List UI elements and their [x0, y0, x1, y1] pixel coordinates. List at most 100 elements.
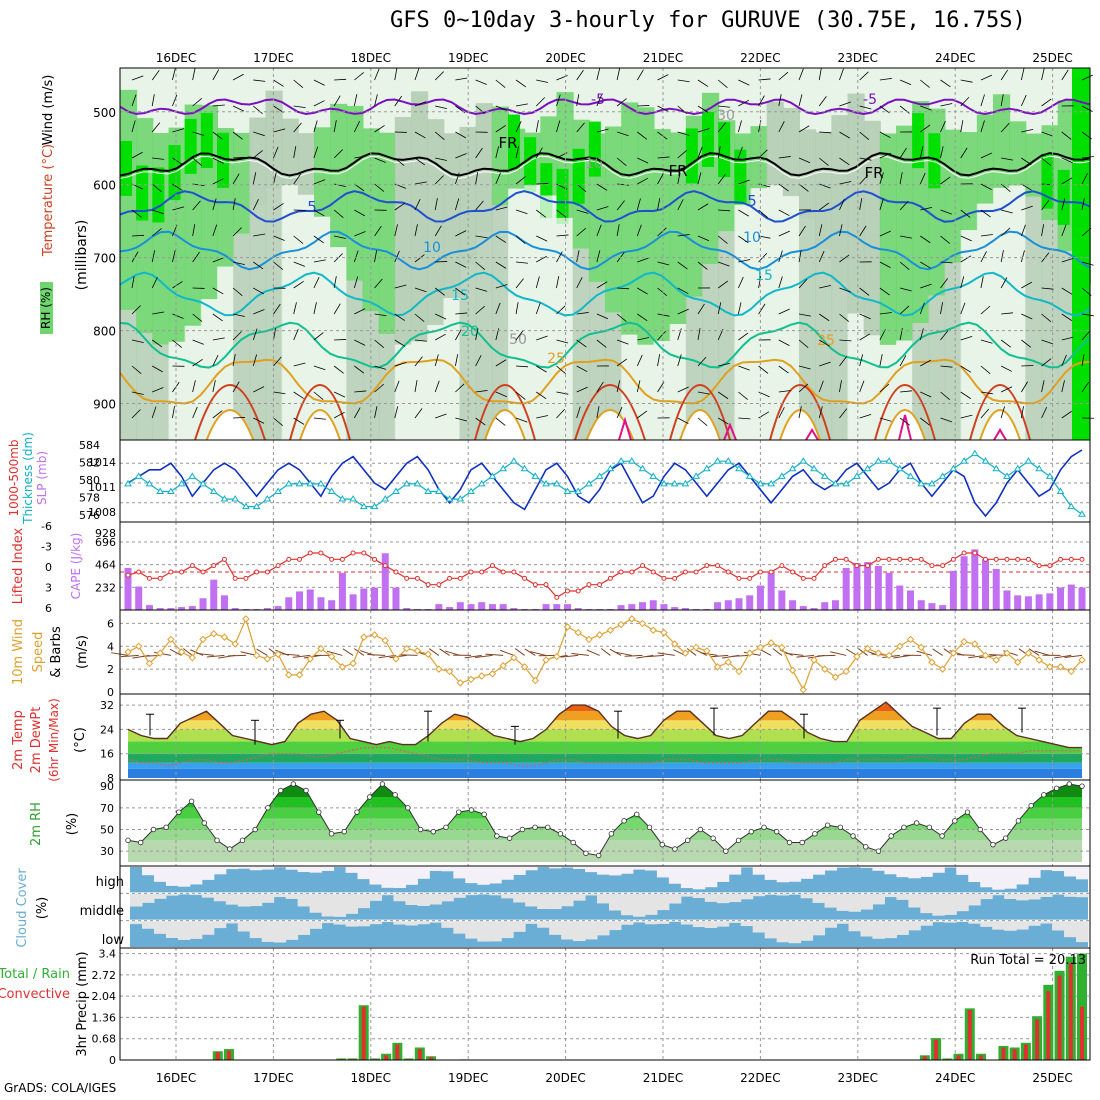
wind-barb: [293, 328, 299, 341]
rh-shade-cell: [669, 324, 687, 440]
wind-speed-point: [853, 652, 861, 661]
rh-shade-cell: [782, 107, 800, 197]
cloud-clear-cell: [201, 921, 215, 935]
isotherm-line: [119, 98, 1091, 116]
rh-point: [684, 837, 691, 844]
lifted-index-point: [661, 575, 667, 581]
cloud-clear-cell: [609, 921, 622, 931]
rh-shade-cell: [831, 115, 849, 284]
wind-barb: [839, 254, 850, 263]
cloud-clear-cell: [225, 921, 239, 924]
wind-barb: [374, 406, 378, 419]
wind-barb: [738, 276, 744, 289]
wind-barb: [1041, 200, 1050, 211]
wind-speed-point: [188, 654, 197, 662]
wind-barb-10m: [439, 648, 450, 656]
wind-speed-point: [874, 649, 883, 657]
rh-shade-cell: [637, 344, 655, 440]
wind-barb: [798, 278, 808, 289]
lifted-index-point: [993, 556, 999, 562]
wind-barb: [273, 146, 279, 159]
wind-barb: [839, 68, 844, 81]
wind-barb: [899, 287, 912, 292]
wind-barb: [515, 391, 526, 400]
wind-barb: [677, 172, 681, 185]
lifted-index-point: [393, 569, 399, 575]
rh-shade-cell: [1041, 153, 1054, 209]
wind-barb: [354, 365, 365, 374]
wind-barb-10m: [615, 651, 632, 656]
wind-barb: [859, 313, 871, 320]
wind-barb: [131, 94, 137, 107]
pressure-tick-label: 700: [93, 252, 116, 266]
wind-barb: [798, 125, 810, 133]
cloud-clear-cell: [824, 921, 838, 928]
isotherm-30-loop: [874, 384, 936, 441]
rh-point: [952, 818, 958, 824]
cloud-clear-cell: [393, 921, 406, 925]
wind-speed-point: [542, 656, 550, 664]
isotherm-line: [119, 271, 1091, 317]
cloud-clear-cell: [776, 867, 790, 883]
wind-barb: [455, 230, 467, 237]
wind-barb: [738, 391, 748, 400]
wind-barb: [252, 354, 258, 367]
wind-barb: [758, 209, 769, 219]
rh-shade-cell: [572, 148, 585, 204]
wind-barb: [1041, 287, 1054, 290]
wind-barb: [1021, 157, 1032, 166]
cape-bar: [778, 590, 786, 610]
wind-barb: [616, 339, 629, 345]
rh-point: [799, 839, 805, 846]
cloud-clear-cell: [213, 867, 227, 875]
cape-bar: [1057, 587, 1065, 610]
wind-barb: [192, 380, 196, 393]
cloud-clear-cell: [968, 921, 981, 924]
wind-barb: [536, 391, 547, 400]
rh-shade-cell: [200, 299, 218, 440]
wind-speed-point: [381, 636, 389, 645]
thickness-point: [317, 479, 325, 487]
wind-barb: [778, 339, 790, 346]
wind-barb: [233, 156, 246, 159]
rh-shade-cell: [879, 344, 897, 440]
wind-speed-point: [424, 650, 432, 658]
wind-barb: [536, 255, 547, 263]
temperature-line: [127, 701, 1082, 749]
wind-tick-label: 0: [107, 686, 114, 699]
wind-barb: [152, 365, 163, 373]
lifted-index-point: [1068, 556, 1074, 562]
wind-barb: [718, 261, 730, 267]
lifted-index-point: [489, 563, 495, 569]
wind-barb: [980, 209, 991, 218]
thickness-point: [145, 479, 154, 487]
grads-credit: GrADS: COLA/IGES: [4, 1081, 117, 1095]
rh-shade-cell: [637, 107, 655, 345]
wind-barb: [839, 408, 848, 419]
rh-shade-cell: [411, 341, 429, 440]
thickness-point: [488, 472, 497, 479]
wind-barb: [1020, 94, 1027, 107]
cape-bar: [906, 590, 914, 610]
wind-barb: [172, 157, 183, 165]
wind-barb: [616, 224, 620, 237]
rh-shade-cell: [1025, 133, 1043, 197]
wind-barb: [940, 146, 944, 159]
wind-barb: [172, 128, 185, 133]
lifted-index-point: [972, 550, 978, 556]
rh-point: [850, 833, 856, 839]
rh-shade-cell: [120, 140, 133, 196]
lifted-index-point: [586, 582, 592, 588]
wind-tick-label: 6: [107, 617, 114, 630]
wind-barb: [151, 122, 161, 133]
thickness-axis-label-2: Thickness (dm): [21, 432, 35, 525]
cloud-clear-cell: [237, 867, 251, 869]
wind-barb: [879, 354, 883, 367]
slp-tick-label: 1014: [88, 456, 116, 469]
wind-barb: [131, 151, 143, 159]
date-label-bottom: 20DEC: [545, 1071, 585, 1085]
thickness-point: [702, 464, 711, 472]
cloud-clear-cell: [680, 867, 694, 889]
wind-barb: [273, 356, 282, 367]
dewpoint-line: [127, 746, 1082, 767]
